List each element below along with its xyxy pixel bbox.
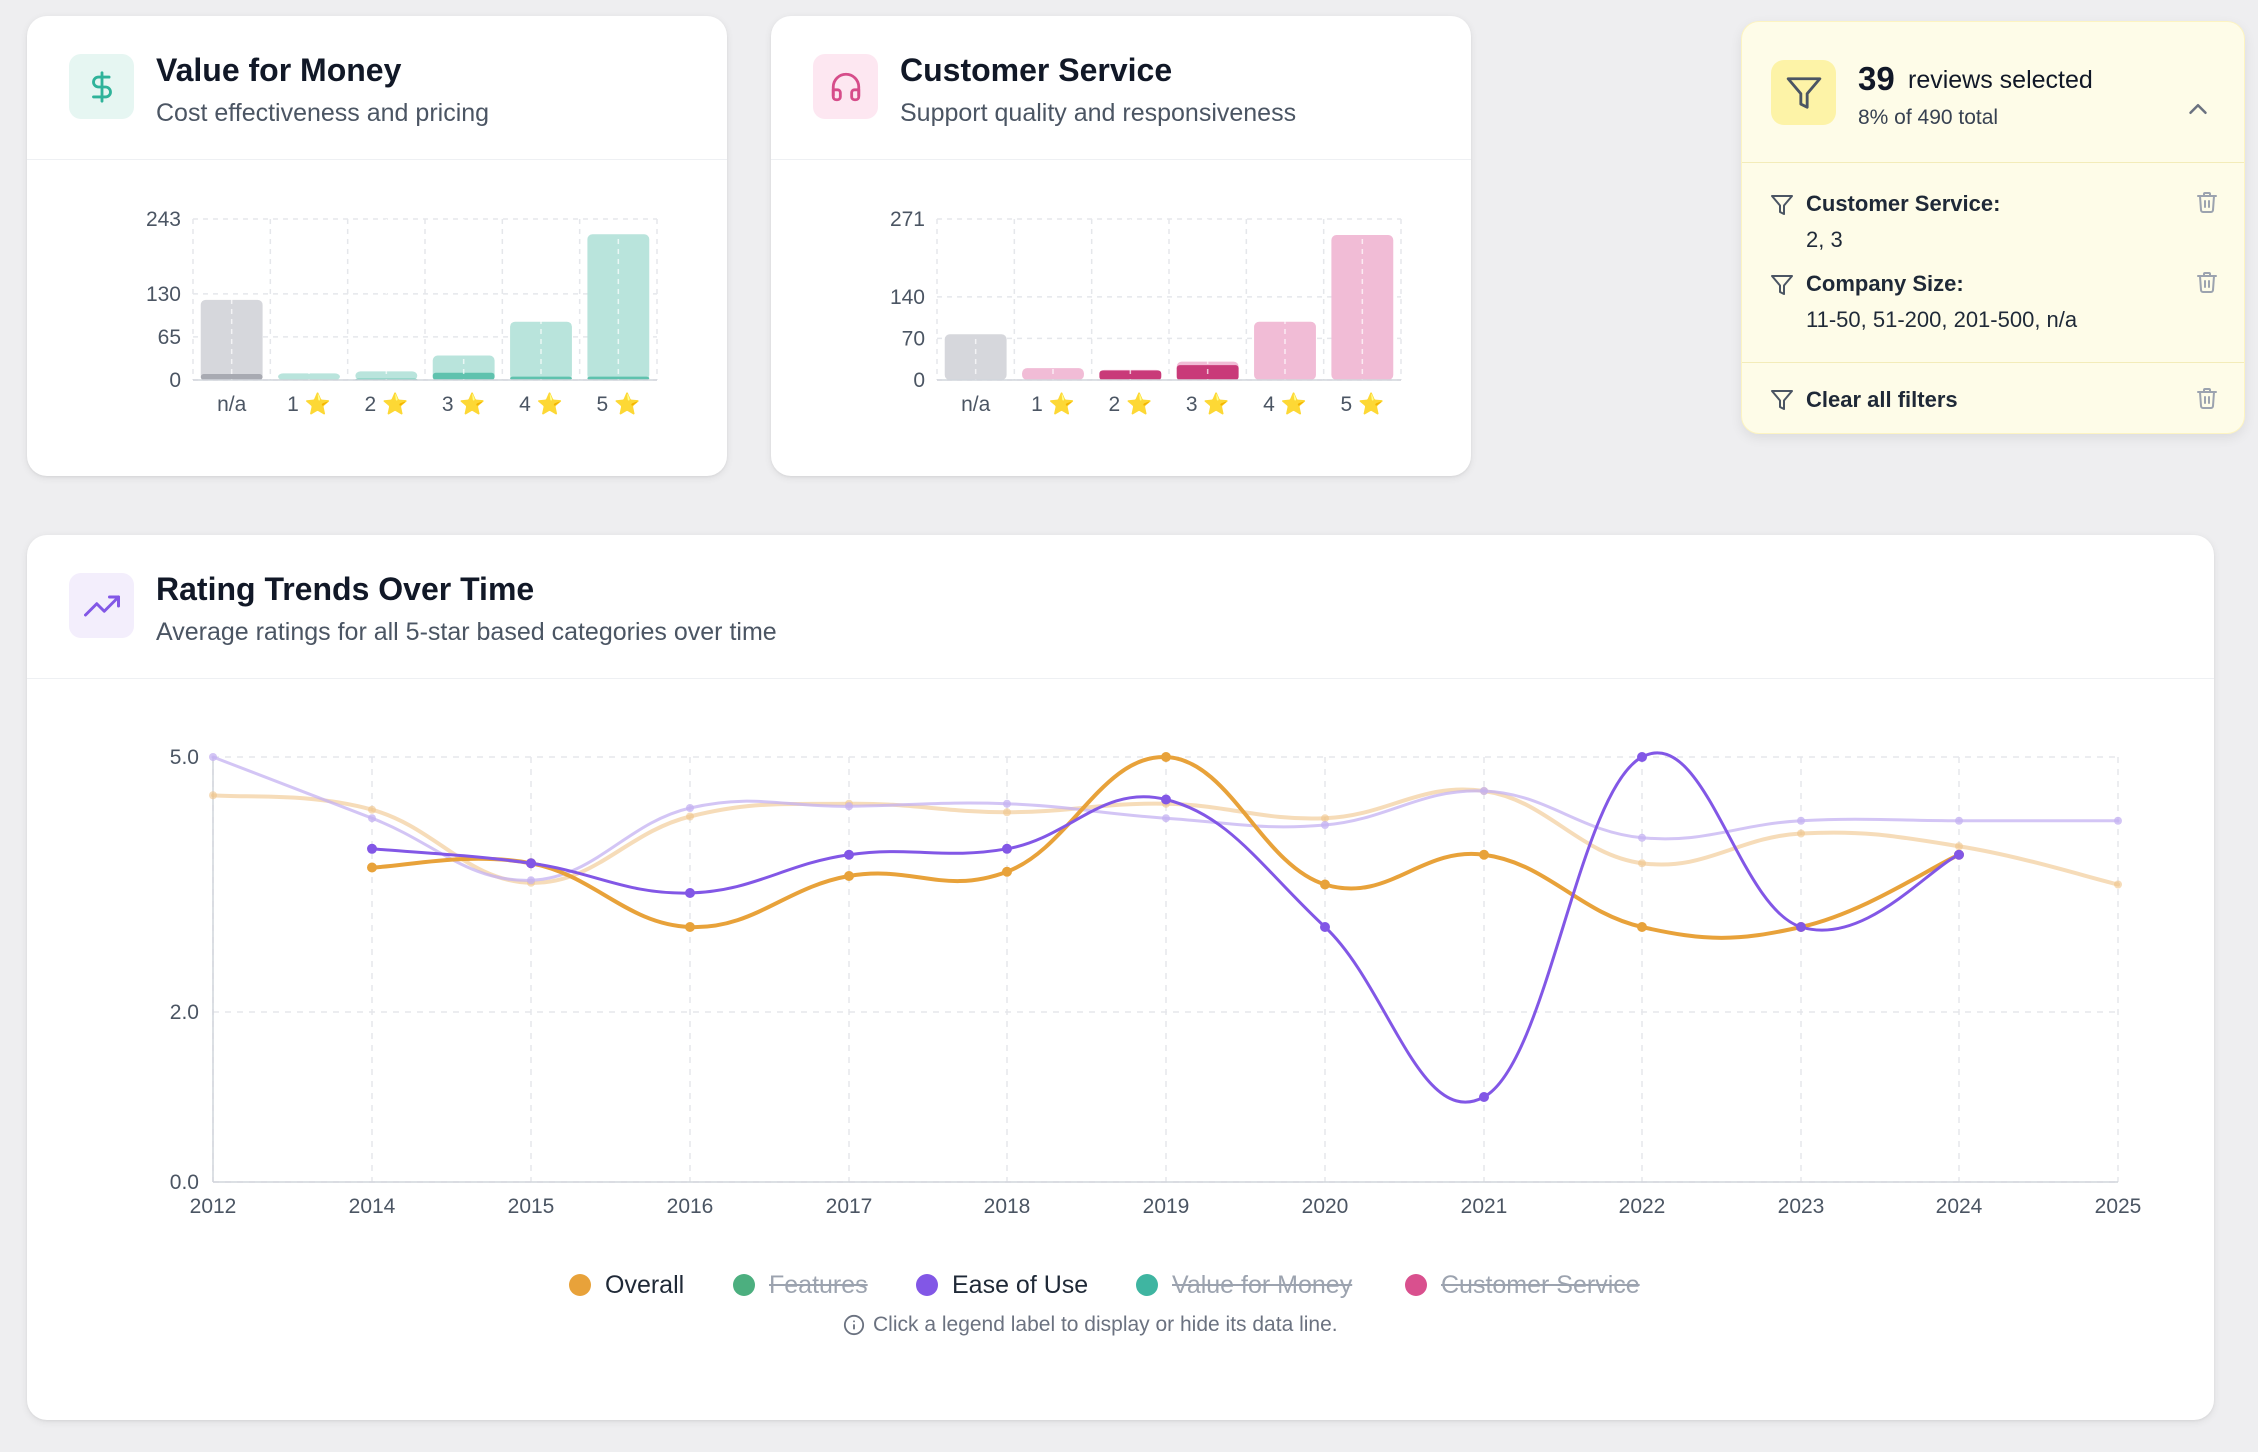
filter-icon [1771,195,1793,215]
legend-dot [1136,1274,1158,1296]
bar-selected [200,374,263,380]
filter-label: Customer Service: [1806,191,2001,216]
x-tick-label: 5 ⭐ [1340,391,1384,416]
bar-selected [432,372,495,380]
x-tick-label: 4 ⭐ [1263,391,1307,416]
rating-trends-card: Rating Trends Over Time Average ratings … [27,535,2214,1420]
filter-panel-header[interactable]: 39 reviews selected 8% of 490 total [1742,22,2244,163]
selected-percent: 8% of 490 total [1858,106,1999,129]
customer-service-bar-chart: 0 70 140 271 n/a 1 ⭐ 2 ⭐ 3 ⭐ 4 ⭐ 5 ⭐ [890,208,1402,416]
filter-label: Company Size: [1806,271,1964,296]
y-tick-label: 140 [890,286,925,309]
y-tick-label: 130 [146,283,181,306]
x-tick-label: 4 ⭐ [519,391,563,416]
bar-selected [510,376,572,380]
card-header: Customer Service Support quality and res… [771,16,1471,160]
legend-item-customer-service[interactable]: Customer Service [1405,1268,1640,1302]
filter-value: 11-50, 51-200, 201-500, n/a [1806,307,2078,332]
x-tick-label: 3 ⭐ [442,391,486,416]
x-tick-label: 2 ⭐ [364,391,408,416]
y-tick-label: 243 [146,208,181,231]
bar [278,373,340,380]
legend-label: Ease of Use [952,1270,1089,1299]
y-tick-label: 65 [158,326,181,349]
legend-item-features[interactable]: Features [733,1268,868,1302]
legend-dot [916,1274,938,1296]
x-tick-label: 3 ⭐ [1186,391,1230,416]
bar-selected [587,376,650,380]
bar [944,334,1007,380]
chevron-up-icon[interactable] [2183,94,2213,124]
legend-item-ease-of-use[interactable]: Ease of Use [916,1268,1088,1302]
selected-count: 39 [1858,60,1895,97]
legend-hint: Click a legend label to display or hide … [843,1313,1338,1337]
trending-up-icon-box [69,573,134,638]
value-for-money-bar-chart: 0 65 130 243 n/a 1 ⭐ 2 ⭐ 3 ⭐ 4 ⭐ 5 ⭐ [146,208,658,416]
headphones-icon [831,72,860,101]
legend-item-value-for-money[interactable]: Value for Money [1136,1268,1352,1302]
divider [1742,362,2244,363]
selected-count-label: reviews selected [1908,66,2093,94]
dollar-icon [91,70,112,103]
clear-all-filters-button[interactable]: Clear all filters [1806,387,1958,412]
card-title: Rating Trends Over Time [156,571,535,607]
filter-icon-box [1771,60,1836,125]
y-tick-label: 0 [169,369,181,392]
card-title: Customer Service [900,52,1173,88]
filter-icon [1771,390,1793,410]
legend-hint-text: Click a legend label to display or hide … [873,1313,1338,1336]
card-header: Value for Money Cost effectiveness and p… [27,16,727,160]
legend-dot [733,1274,755,1296]
card-subtitle: Average ratings for all 5-star based cat… [156,618,777,646]
x-tick-label: n/a [217,393,247,416]
card-title: Value for Money [156,52,402,88]
bar [1022,368,1084,380]
legend-label: Features [769,1270,868,1299]
bar [1331,235,1394,380]
customer-service-card: Customer Service Support quality and res… [771,16,1471,476]
y-tick-label: 0 [913,369,925,392]
value-for-money-card: Value for Money Cost effectiveness and p… [27,16,727,476]
trash-icon[interactable] [2195,385,2219,411]
filter-panel: 39 reviews selected 8% of 490 total Cust… [1741,21,2245,434]
bar [587,234,650,380]
filter-value: 2, 3 [1806,227,1843,252]
x-tick-label: 1 ⭐ [287,391,331,416]
x-tick-label: 2 ⭐ [1108,391,1152,416]
card-header: Rating Trends Over Time Average ratings … [27,535,2214,679]
legend-dot [1405,1274,1427,1296]
bar [355,371,418,380]
info-icon [843,1314,865,1336]
trash-icon[interactable] [2195,269,2219,295]
filter-icon [1786,76,1821,109]
legend-label: Customer Service [1441,1270,1640,1299]
y-tick-label: 70 [902,327,925,350]
x-tick-label: n/a [961,393,991,416]
x-tick-label: 1 ⭐ [1031,391,1075,416]
trending-up-icon [83,595,120,616]
legend-label: Value for Money [1172,1270,1353,1299]
card-subtitle: Support quality and responsiveness [900,99,1297,127]
bar-selected [1099,370,1162,380]
legend-dot [569,1274,591,1296]
x-tick-label: 5 ⭐ [596,391,640,416]
legend-item-overall[interactable]: Overall [569,1268,684,1302]
card-subtitle: Cost effectiveness and pricing [156,99,490,127]
dollar-icon-box [69,54,134,119]
headphones-icon-box [813,54,878,119]
filter-icon [1771,275,1793,295]
y-tick-label: 271 [890,208,925,231]
legend-label: Overall [605,1270,685,1299]
trash-icon[interactable] [2195,189,2219,215]
